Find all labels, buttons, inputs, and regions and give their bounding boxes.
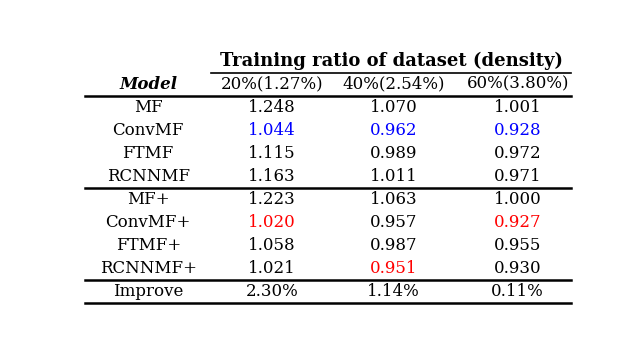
Text: MF+: MF+ <box>127 191 170 208</box>
Text: 1.163: 1.163 <box>248 167 296 184</box>
Text: 40%(2.54%): 40%(2.54%) <box>342 75 445 92</box>
Text: 1.058: 1.058 <box>248 237 296 254</box>
Text: 60%(3.80%): 60%(3.80%) <box>467 75 569 92</box>
Text: Model: Model <box>119 75 177 92</box>
Text: 2.30%: 2.30% <box>246 283 299 300</box>
Text: 1.223: 1.223 <box>248 191 296 208</box>
Text: 1.115: 1.115 <box>248 145 296 162</box>
Text: 0.928: 0.928 <box>494 121 541 138</box>
Text: 1.011: 1.011 <box>370 167 417 184</box>
Text: ConvMF+: ConvMF+ <box>106 213 191 230</box>
Text: 1.044: 1.044 <box>248 121 296 138</box>
Text: 1.14%: 1.14% <box>367 283 420 300</box>
Text: 0.957: 0.957 <box>370 213 417 230</box>
Text: Improve: Improve <box>113 283 184 300</box>
Text: 0.972: 0.972 <box>494 145 541 162</box>
Text: 0.955: 0.955 <box>494 237 541 254</box>
Text: 1.001: 1.001 <box>494 99 541 116</box>
Text: 1.248: 1.248 <box>248 99 296 116</box>
Text: ConvMF: ConvMF <box>113 121 184 138</box>
Text: RCNNMF: RCNNMF <box>107 167 190 184</box>
Text: 1.070: 1.070 <box>370 99 417 116</box>
Text: RCNNMF+: RCNNMF+ <box>100 260 196 276</box>
Text: 1.000: 1.000 <box>494 191 541 208</box>
Text: 0.971: 0.971 <box>494 167 541 184</box>
Text: MF: MF <box>134 99 163 116</box>
Text: 0.962: 0.962 <box>370 121 417 138</box>
Text: 0.987: 0.987 <box>370 237 417 254</box>
Text: 0.927: 0.927 <box>494 213 541 230</box>
Text: FTMF: FTMF <box>122 145 174 162</box>
Text: 1.021: 1.021 <box>248 260 296 276</box>
Text: 20%(1.27%): 20%(1.27%) <box>221 75 323 92</box>
Text: 0.11%: 0.11% <box>492 283 544 300</box>
Text: Training ratio of dataset (density): Training ratio of dataset (density) <box>220 52 563 70</box>
Text: 1.063: 1.063 <box>370 191 417 208</box>
Text: 1.020: 1.020 <box>248 213 296 230</box>
Text: FTMF+: FTMF+ <box>116 237 181 254</box>
Text: 0.951: 0.951 <box>370 260 417 276</box>
Text: 0.930: 0.930 <box>494 260 541 276</box>
Text: 0.989: 0.989 <box>370 145 417 162</box>
